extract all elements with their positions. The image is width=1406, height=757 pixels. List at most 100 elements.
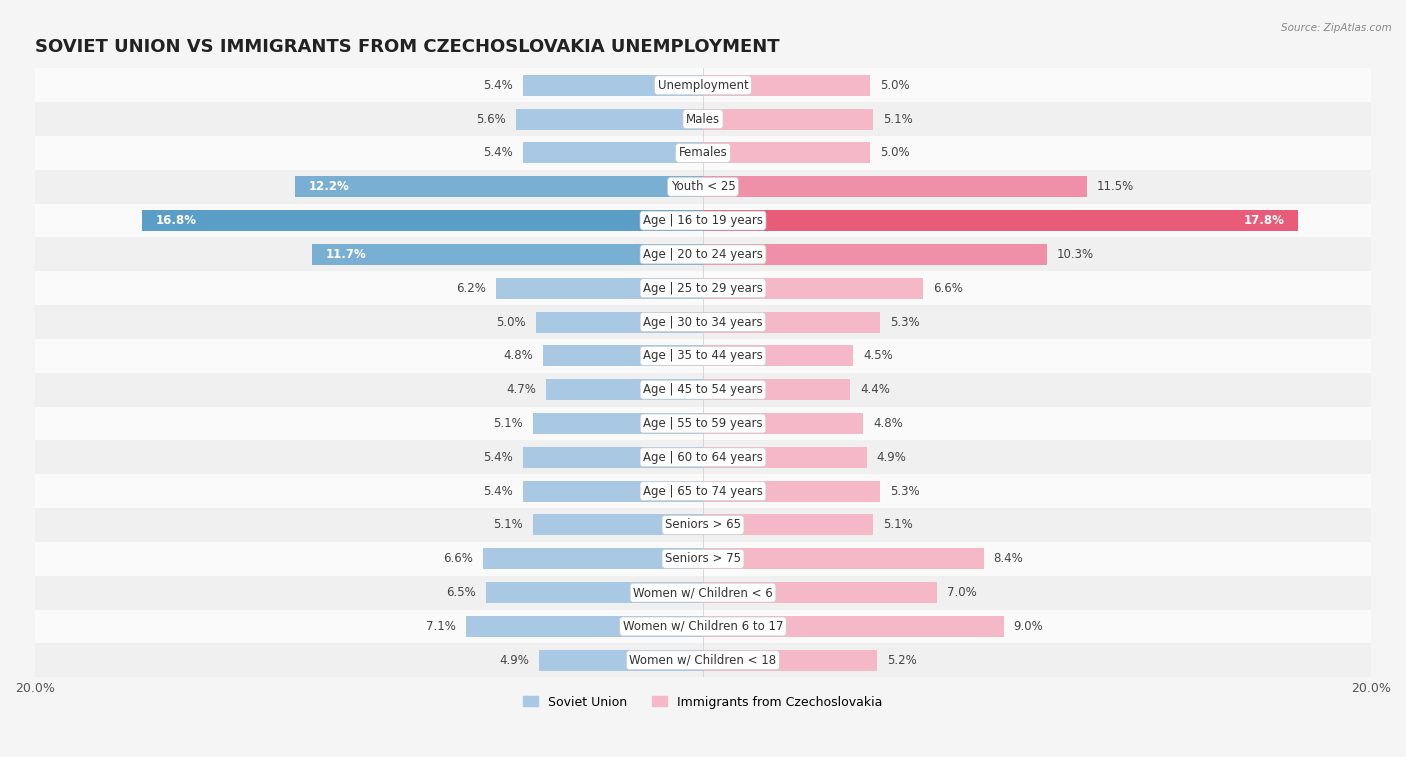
Bar [703, 75, 870, 96]
Text: 5.0%: 5.0% [880, 146, 910, 160]
Bar [546, 379, 703, 400]
Text: Unemployment: Unemployment [658, 79, 748, 92]
Text: 17.8%: 17.8% [1243, 214, 1284, 227]
Text: Women w/ Children < 18: Women w/ Children < 18 [630, 654, 776, 667]
Bar [35, 136, 1371, 170]
Text: 5.0%: 5.0% [496, 316, 526, 329]
Bar [35, 407, 1371, 441]
Bar [703, 515, 873, 535]
Text: 6.5%: 6.5% [446, 586, 475, 599]
Text: 9.0%: 9.0% [1014, 620, 1043, 633]
Text: 4.9%: 4.9% [499, 654, 529, 667]
Text: 6.6%: 6.6% [443, 553, 472, 565]
Bar [35, 102, 1371, 136]
Text: 5.3%: 5.3% [890, 316, 920, 329]
Bar [516, 108, 703, 129]
Bar [703, 650, 877, 671]
Bar [703, 379, 851, 400]
Bar [35, 271, 1371, 305]
Text: 4.8%: 4.8% [873, 417, 903, 430]
Text: 5.6%: 5.6% [477, 113, 506, 126]
Text: 12.2%: 12.2% [309, 180, 350, 193]
Bar [35, 576, 1371, 609]
Text: 5.4%: 5.4% [482, 146, 513, 160]
Bar [703, 108, 873, 129]
Text: 11.5%: 11.5% [1097, 180, 1135, 193]
Text: Seniors > 65: Seniors > 65 [665, 519, 741, 531]
Bar [35, 643, 1371, 678]
Text: 4.4%: 4.4% [860, 383, 890, 396]
Text: 6.2%: 6.2% [456, 282, 486, 294]
Bar [35, 204, 1371, 238]
Text: 4.7%: 4.7% [506, 383, 536, 396]
Bar [703, 616, 1004, 637]
Text: Source: ZipAtlas.com: Source: ZipAtlas.com [1281, 23, 1392, 33]
Text: 7.1%: 7.1% [426, 620, 456, 633]
Text: Youth < 25: Youth < 25 [671, 180, 735, 193]
Bar [703, 244, 1047, 265]
Bar [523, 75, 703, 96]
Bar [35, 339, 1371, 372]
Bar [523, 481, 703, 502]
Bar [703, 210, 1298, 231]
Text: 5.1%: 5.1% [883, 113, 912, 126]
Bar [703, 278, 924, 299]
Legend: Soviet Union, Immigrants from Czechoslovakia: Soviet Union, Immigrants from Czechoslov… [519, 690, 887, 714]
Bar [35, 68, 1371, 102]
Bar [465, 616, 703, 637]
Text: 4.8%: 4.8% [503, 350, 533, 363]
Text: 7.0%: 7.0% [946, 586, 977, 599]
Bar [703, 312, 880, 332]
Bar [486, 582, 703, 603]
Text: Age | 35 to 44 years: Age | 35 to 44 years [643, 350, 763, 363]
Text: 5.1%: 5.1% [494, 519, 523, 531]
Bar [142, 210, 703, 231]
Text: Women w/ Children 6 to 17: Women w/ Children 6 to 17 [623, 620, 783, 633]
Bar [533, 413, 703, 434]
Text: 4.5%: 4.5% [863, 350, 893, 363]
Bar [35, 609, 1371, 643]
Text: Age | 60 to 64 years: Age | 60 to 64 years [643, 451, 763, 464]
Bar [35, 170, 1371, 204]
Bar [703, 481, 880, 502]
Text: Seniors > 75: Seniors > 75 [665, 553, 741, 565]
Text: Age | 45 to 54 years: Age | 45 to 54 years [643, 383, 763, 396]
Bar [35, 474, 1371, 508]
Bar [35, 305, 1371, 339]
Bar [703, 142, 870, 164]
Text: 5.4%: 5.4% [482, 484, 513, 497]
Bar [35, 372, 1371, 407]
Bar [523, 447, 703, 468]
Bar [703, 548, 984, 569]
Text: SOVIET UNION VS IMMIGRANTS FROM CZECHOSLOVAKIA UNEMPLOYMENT: SOVIET UNION VS IMMIGRANTS FROM CZECHOSL… [35, 38, 779, 56]
Text: 5.2%: 5.2% [887, 654, 917, 667]
Bar [496, 278, 703, 299]
Text: 11.7%: 11.7% [326, 248, 367, 261]
Text: Age | 30 to 34 years: Age | 30 to 34 years [643, 316, 763, 329]
Text: 5.3%: 5.3% [890, 484, 920, 497]
Text: 5.1%: 5.1% [883, 519, 912, 531]
Bar [35, 238, 1371, 271]
Text: 4.9%: 4.9% [877, 451, 907, 464]
Bar [703, 582, 936, 603]
Text: Age | 16 to 19 years: Age | 16 to 19 years [643, 214, 763, 227]
Bar [35, 441, 1371, 474]
Text: Females: Females [679, 146, 727, 160]
Text: Age | 25 to 29 years: Age | 25 to 29 years [643, 282, 763, 294]
Bar [35, 508, 1371, 542]
Bar [312, 244, 703, 265]
Bar [703, 345, 853, 366]
Text: Age | 55 to 59 years: Age | 55 to 59 years [643, 417, 763, 430]
Bar [523, 142, 703, 164]
Text: Age | 65 to 74 years: Age | 65 to 74 years [643, 484, 763, 497]
Bar [543, 345, 703, 366]
Text: Males: Males [686, 113, 720, 126]
Text: 10.3%: 10.3% [1057, 248, 1094, 261]
Text: 5.1%: 5.1% [494, 417, 523, 430]
Text: Women w/ Children < 6: Women w/ Children < 6 [633, 586, 773, 599]
Text: 5.0%: 5.0% [880, 79, 910, 92]
Bar [482, 548, 703, 569]
Text: 5.4%: 5.4% [482, 451, 513, 464]
Bar [536, 312, 703, 332]
Bar [35, 542, 1371, 576]
